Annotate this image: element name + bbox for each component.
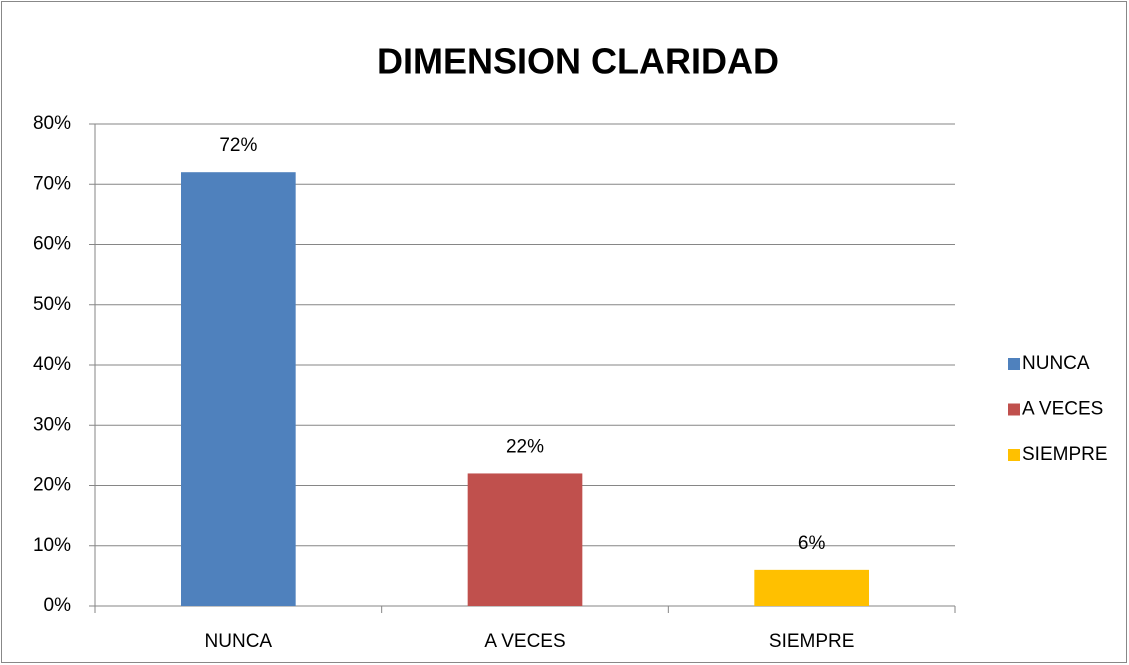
bar bbox=[181, 172, 296, 606]
bar bbox=[467, 473, 583, 606]
data-label: 72% bbox=[219, 135, 257, 156]
legend-label: SIEMPRE bbox=[1022, 444, 1108, 465]
legend-swatch bbox=[1008, 449, 1020, 461]
x-tick-label: A VECES bbox=[484, 631, 565, 652]
y-tick-label: 20% bbox=[33, 475, 71, 496]
x-tick-label: NUNCA bbox=[205, 631, 273, 652]
legend-swatch bbox=[1008, 358, 1020, 370]
x-tick-label: SIEMPRE bbox=[769, 631, 855, 652]
y-tick-label: 10% bbox=[33, 535, 71, 556]
data-label: 6% bbox=[798, 533, 826, 554]
y-tick-label: 80% bbox=[33, 113, 71, 134]
y-tick-label: 50% bbox=[33, 294, 71, 315]
chart-title: DIMENSION CLARIDAD bbox=[377, 41, 779, 82]
y-tick-label: 70% bbox=[33, 173, 71, 194]
legend-swatch bbox=[1008, 403, 1020, 416]
bar bbox=[754, 569, 869, 606]
y-tick-label: 60% bbox=[33, 234, 71, 255]
data-label: 22% bbox=[506, 436, 544, 457]
legend-label: NUNCA bbox=[1022, 353, 1090, 374]
legend-label: A VECES bbox=[1022, 399, 1103, 420]
y-tick-label: 40% bbox=[33, 354, 71, 375]
y-tick-label: 30% bbox=[33, 414, 71, 435]
y-tick-label: 0% bbox=[44, 595, 72, 616]
